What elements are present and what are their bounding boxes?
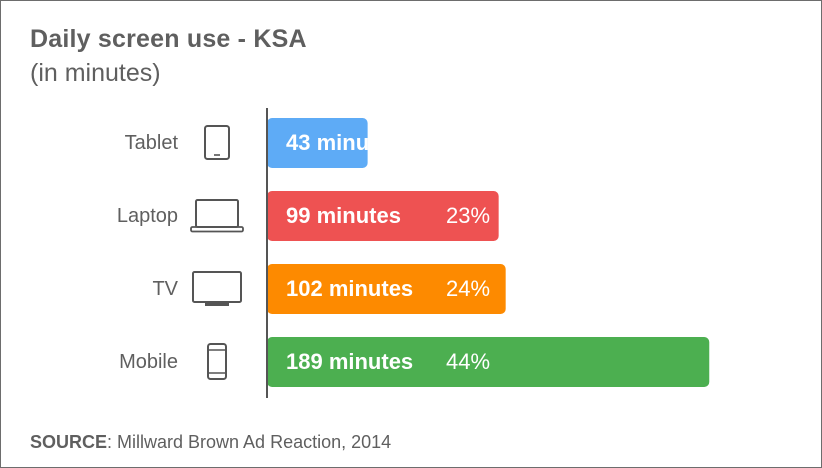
category-label: Mobile [119, 351, 178, 373]
source-label: SOURCE [30, 432, 108, 452]
percent-label: 23% [446, 203, 490, 228]
source-note: SOURCE: Millward Brown Ad Reaction, 2014 [30, 432, 391, 453]
bar-mobile [267, 337, 710, 387]
category-label: Laptop [117, 205, 178, 227]
value-label: 189 minutes [286, 349, 413, 374]
mobile-icon [207, 343, 227, 380]
source-text: : Millward Brown Ad Reaction, 2014 [107, 432, 392, 452]
tablet-icon [204, 125, 230, 160]
tv-icon [192, 271, 242, 306]
bar-tv [267, 264, 506, 314]
value-label: 102 minutes [286, 276, 413, 301]
value-label: 43 minutes [286, 130, 401, 155]
percent-label: 44% [446, 349, 490, 374]
chart-subtitle: (in minutes) [30, 59, 161, 87]
laptop-icon [190, 199, 244, 233]
category-label: Tablet [125, 132, 179, 154]
chart-title: Daily screen use - KSA [30, 25, 307, 53]
value-label: 99 minutes [286, 203, 401, 228]
bar-tablet [267, 118, 368, 168]
category-label: TV [152, 278, 178, 300]
percent-label: 9% [436, 130, 468, 155]
bar-laptop [267, 191, 499, 241]
percent-label: 24% [446, 276, 490, 301]
